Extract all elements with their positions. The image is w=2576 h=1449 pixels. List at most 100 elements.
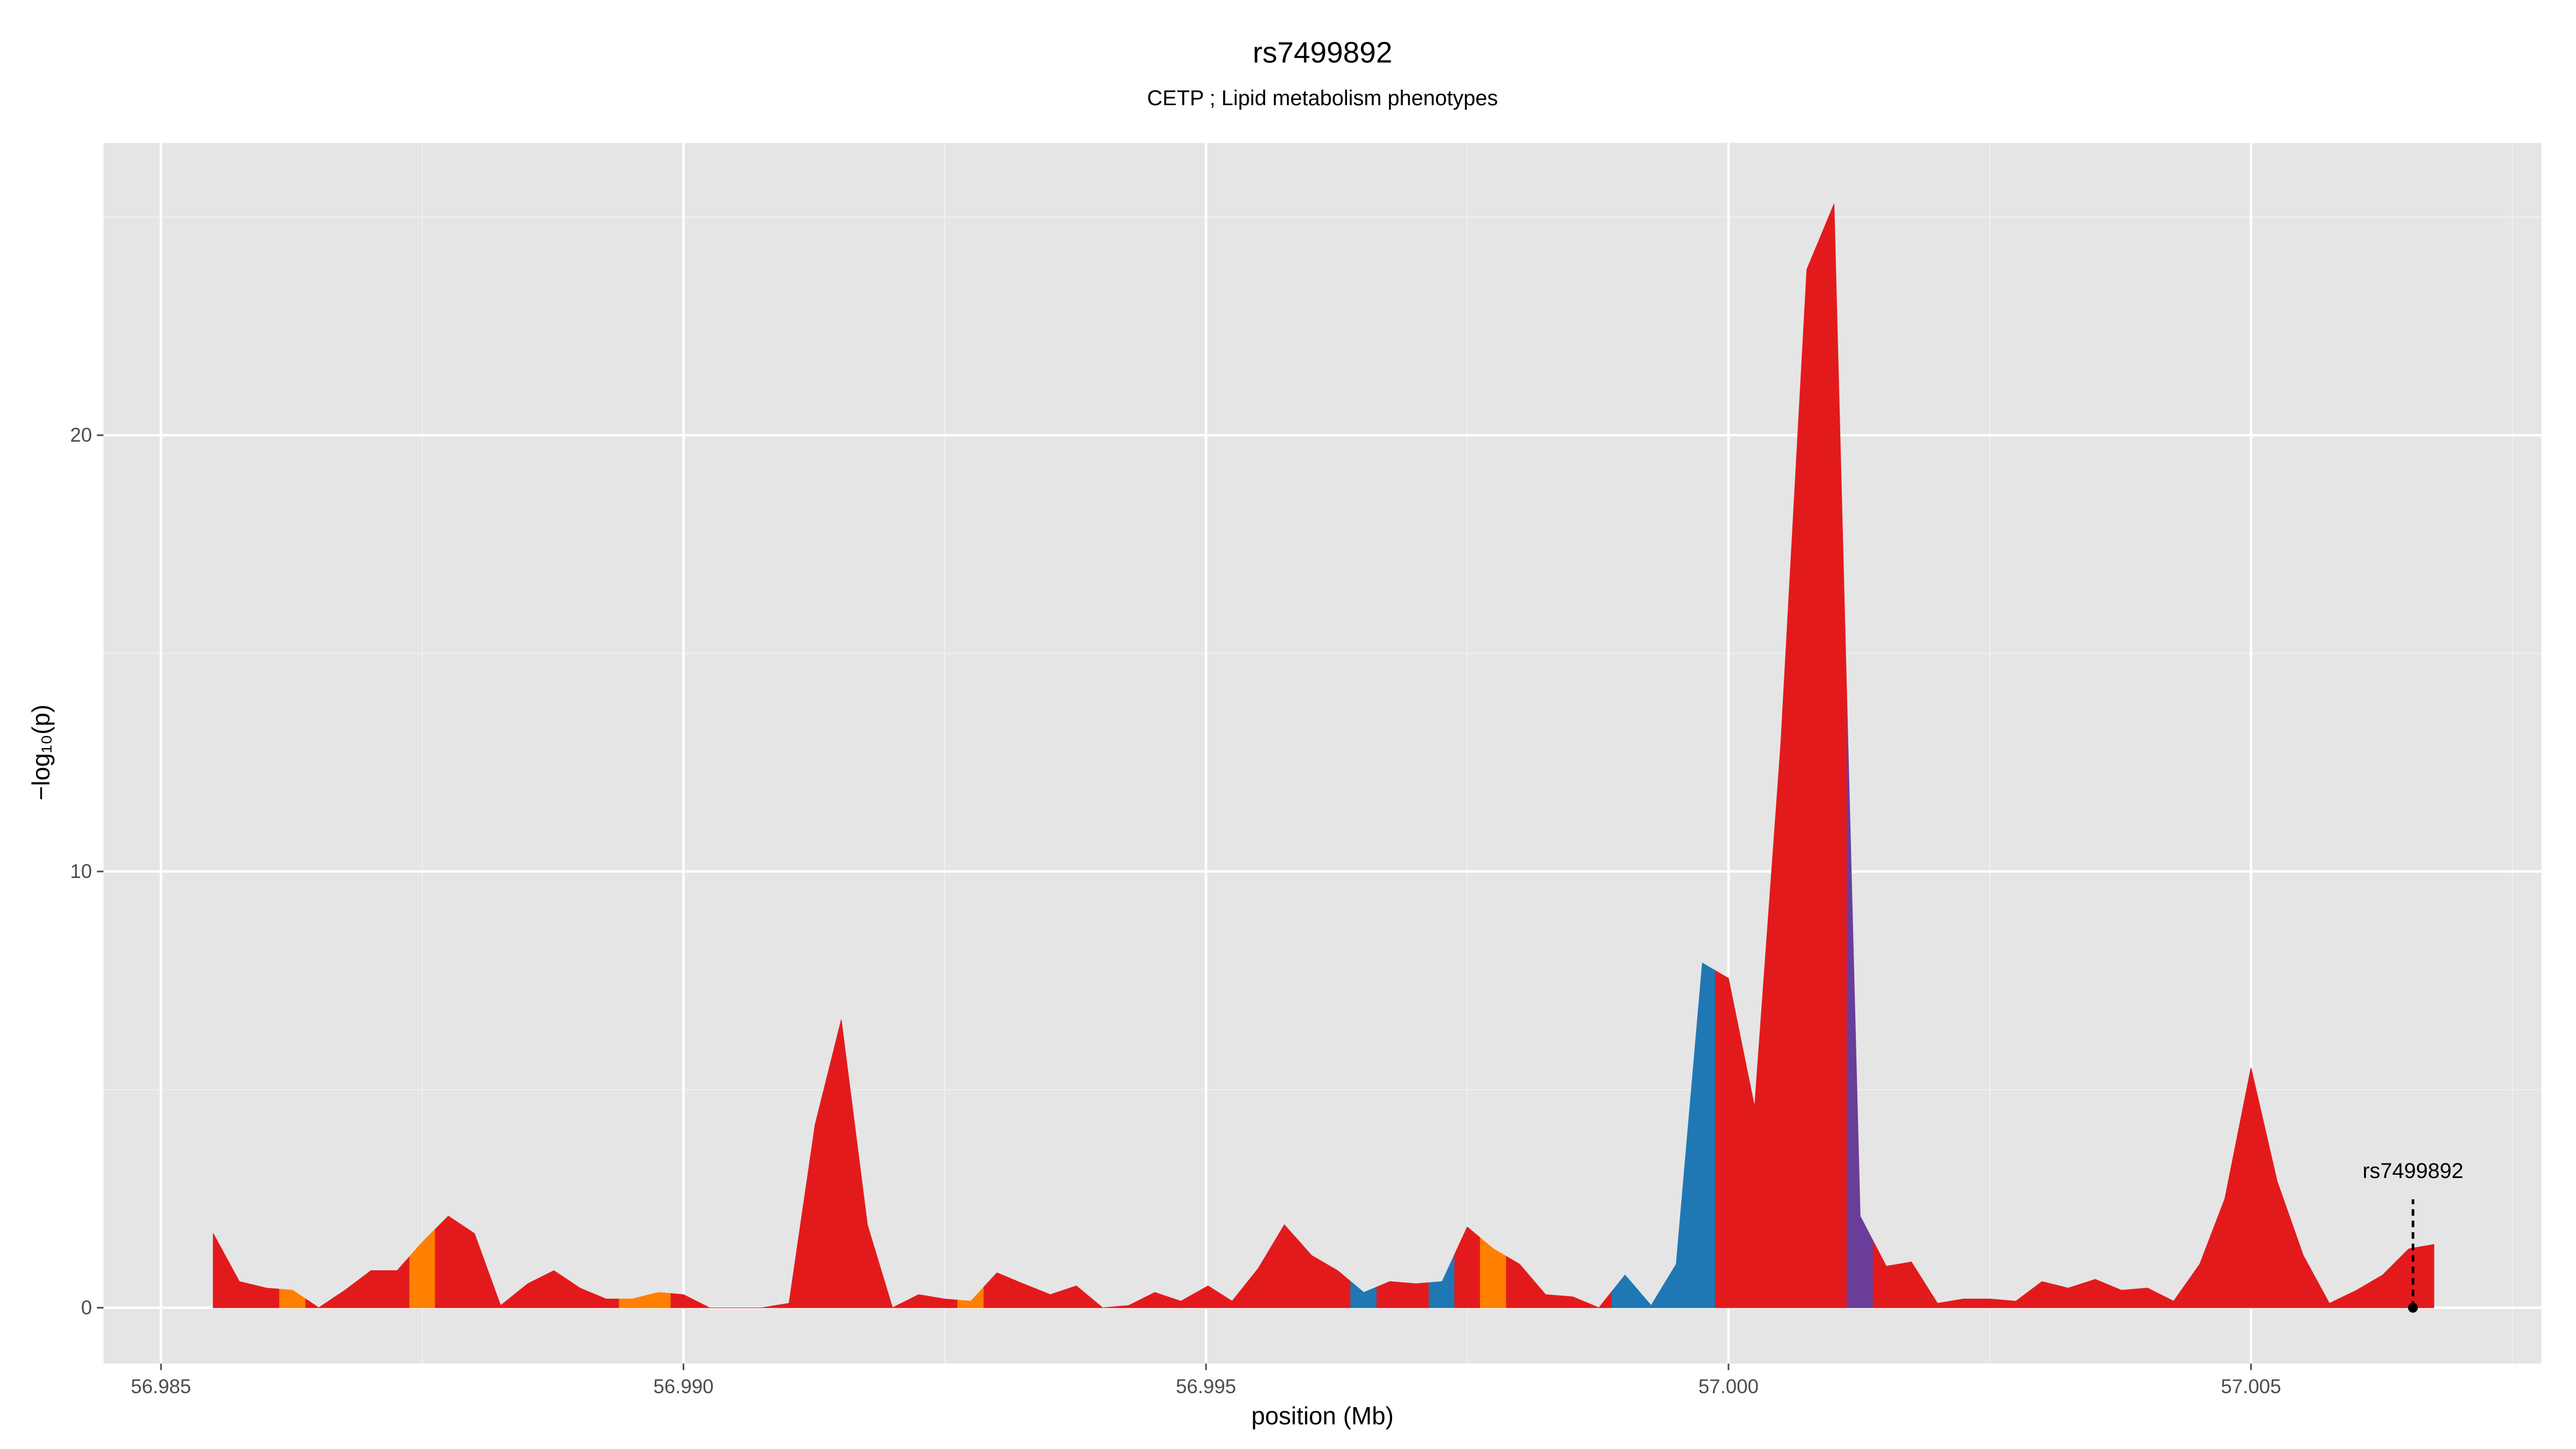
area-segment bbox=[1036, 1289, 1064, 1308]
area-segment bbox=[801, 1072, 829, 1308]
area-segment bbox=[670, 1293, 697, 1308]
area-segment bbox=[566, 1278, 594, 1308]
area-segment bbox=[2289, 1218, 2317, 1308]
area-segment bbox=[1976, 1298, 2003, 1308]
area-segment bbox=[1271, 1224, 1299, 1308]
area-segment bbox=[1402, 1282, 1430, 1308]
area-segment bbox=[2343, 1282, 2370, 1308]
area-segment bbox=[1219, 1284, 1246, 1308]
area-segment bbox=[540, 1270, 568, 1308]
area-series bbox=[213, 203, 2434, 1308]
area-segment bbox=[1820, 203, 1848, 1308]
area-segment bbox=[1793, 236, 1821, 1308]
y-axis-label: −log₁₀(p) bbox=[27, 705, 55, 801]
area-segment bbox=[384, 1255, 411, 1308]
area-segment bbox=[1376, 1281, 1403, 1308]
area-segment bbox=[279, 1289, 306, 1308]
area-segment bbox=[1898, 1261, 1925, 1308]
area-segment bbox=[828, 1020, 855, 1308]
area-segment bbox=[2002, 1291, 2030, 1308]
area-segment bbox=[331, 1279, 358, 1308]
x-tick-label: 57.000 bbox=[1699, 1375, 1759, 1397]
area-segment bbox=[1847, 710, 1874, 1308]
area-segment bbox=[1454, 1226, 1481, 1308]
y-tick-label: 10 bbox=[70, 860, 92, 882]
area-segment bbox=[1167, 1293, 1195, 1308]
area-segment bbox=[1089, 1296, 1116, 1308]
area-segment bbox=[645, 1292, 671, 1308]
area-segment bbox=[775, 1213, 803, 1308]
area-segment bbox=[357, 1270, 385, 1308]
area-segment bbox=[1715, 970, 1742, 1308]
area-segment bbox=[2107, 1284, 2135, 1308]
area-segment bbox=[2028, 1281, 2055, 1308]
area-segment bbox=[1663, 1113, 1690, 1308]
area-segment bbox=[2081, 1279, 2109, 1308]
chart-subtitle: CETP ; Lipid metabolism phenotypes bbox=[1147, 86, 1498, 110]
x-tick-label: 56.985 bbox=[131, 1375, 191, 1397]
area-segment bbox=[1950, 1298, 1977, 1308]
area-segment bbox=[1009, 1277, 1037, 1308]
area-segment bbox=[1115, 1298, 1143, 1308]
area-segment bbox=[1350, 1280, 1378, 1308]
y-tick-label: 0 bbox=[81, 1297, 92, 1319]
area-segment bbox=[1245, 1245, 1272, 1308]
area-segment bbox=[619, 1295, 646, 1308]
area-segment bbox=[854, 1122, 881, 1308]
area-segment bbox=[461, 1224, 488, 1308]
area-segment bbox=[1612, 1274, 1638, 1308]
area-segment bbox=[1767, 507, 1795, 1308]
area-segment bbox=[1532, 1278, 1560, 1308]
area-segment bbox=[1872, 1241, 1899, 1308]
area-segment bbox=[696, 1300, 723, 1308]
area-segment bbox=[880, 1266, 906, 1308]
area-segment bbox=[2264, 1124, 2291, 1308]
area-segment bbox=[1506, 1256, 1533, 1308]
area-segment bbox=[1141, 1292, 1168, 1308]
area-segment bbox=[409, 1228, 436, 1308]
area-segment bbox=[1689, 962, 1716, 1308]
area-segment bbox=[2316, 1279, 2344, 1308]
y-tick-label: 20 bbox=[70, 424, 92, 446]
area-segment bbox=[305, 1298, 332, 1308]
x-tick-label: 56.990 bbox=[653, 1375, 713, 1397]
x-tick-label: 57.005 bbox=[2221, 1375, 2281, 1397]
area-segment bbox=[514, 1276, 541, 1308]
area-segment bbox=[1324, 1262, 1351, 1308]
area-segment bbox=[905, 1294, 932, 1308]
area-segment bbox=[592, 1293, 620, 1308]
area-segment bbox=[2421, 1244, 2434, 1308]
area-segment bbox=[1637, 1283, 1664, 1308]
area-segment bbox=[957, 1286, 984, 1308]
area-segment bbox=[2212, 1133, 2238, 1308]
area-segment bbox=[2237, 1067, 2265, 1308]
area-segment bbox=[931, 1296, 958, 1308]
area-segment bbox=[435, 1216, 462, 1308]
x-axis-label: position (Mb) bbox=[1252, 1402, 1394, 1430]
area-segment bbox=[2134, 1287, 2161, 1308]
area-segment bbox=[1480, 1237, 1507, 1308]
area-segment bbox=[2160, 1282, 2187, 1308]
annotation-label: rs7499892 bbox=[2362, 1159, 2463, 1183]
area-segment bbox=[1558, 1295, 1586, 1308]
area-segment bbox=[252, 1284, 280, 1308]
annotation-point bbox=[2408, 1302, 2418, 1313]
area-segment bbox=[1741, 926, 1768, 1308]
chart-title: rs7499892 bbox=[1253, 35, 1392, 69]
area-segment bbox=[1063, 1285, 1090, 1308]
area-segment bbox=[1585, 1290, 1613, 1308]
area-segment bbox=[226, 1257, 253, 1308]
x-tick-label: 56.995 bbox=[1176, 1375, 1236, 1397]
area-segment bbox=[2186, 1231, 2213, 1308]
area-segment bbox=[487, 1269, 515, 1308]
area-segment bbox=[1297, 1239, 1325, 1308]
area-segment bbox=[983, 1272, 1011, 1308]
plot-panel bbox=[103, 143, 2542, 1364]
area-segment bbox=[2369, 1261, 2396, 1308]
area-segment bbox=[1924, 1281, 1951, 1308]
area-segment bbox=[1194, 1285, 1221, 1308]
area-segment bbox=[2054, 1283, 2082, 1308]
area-segment bbox=[1429, 1254, 1455, 1308]
